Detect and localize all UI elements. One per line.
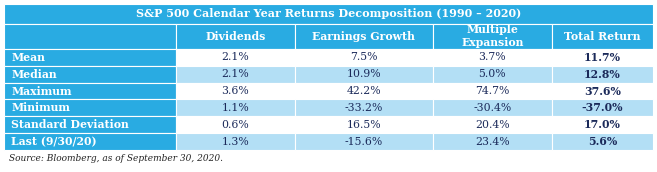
Bar <box>4 116 176 133</box>
Bar <box>552 83 653 99</box>
Text: Earnings Growth: Earnings Growth <box>313 31 415 42</box>
Bar <box>552 24 653 49</box>
Bar <box>176 133 295 150</box>
Bar <box>433 24 552 49</box>
Text: 2.1%: 2.1% <box>221 52 249 62</box>
Bar <box>4 83 176 99</box>
Text: 23.4%: 23.4% <box>475 137 510 147</box>
Bar <box>433 66 552 83</box>
Bar <box>552 133 653 150</box>
Text: 74.7%: 74.7% <box>475 86 510 96</box>
Text: -33.2%: -33.2% <box>345 103 383 113</box>
Bar <box>295 133 433 150</box>
Bar <box>176 24 295 49</box>
Text: Standard Deviation: Standard Deviation <box>11 119 129 130</box>
Bar <box>176 99 295 116</box>
Text: Multiple
Expansion: Multiple Expansion <box>461 24 524 48</box>
Bar <box>176 49 295 66</box>
Bar <box>552 116 653 133</box>
Text: 10.9%: 10.9% <box>346 69 381 79</box>
Text: Total Return: Total Return <box>564 31 641 42</box>
Bar <box>4 99 176 116</box>
Text: Source: Bloomberg, as of September 30, 2020.: Source: Bloomberg, as of September 30, 2… <box>9 154 223 163</box>
Text: 42.2%: 42.2% <box>346 86 381 96</box>
Text: 7.5%: 7.5% <box>350 52 378 62</box>
Bar <box>4 66 176 83</box>
Bar <box>433 99 552 116</box>
Bar <box>4 49 176 66</box>
Bar <box>4 133 176 150</box>
Bar <box>295 116 433 133</box>
Text: Mean: Mean <box>11 52 45 63</box>
Text: -15.6%: -15.6% <box>345 137 383 147</box>
Text: 12.8%: 12.8% <box>584 69 621 80</box>
Text: S&P 500 Calendar Year Returns Decomposition (1990 – 2020): S&P 500 Calendar Year Returns Decomposit… <box>136 8 521 19</box>
Text: 1.3%: 1.3% <box>221 137 249 147</box>
Text: Last (9/30/20): Last (9/30/20) <box>11 136 97 147</box>
Bar <box>295 24 433 49</box>
Text: Maximum: Maximum <box>11 86 72 97</box>
Text: Dividends: Dividends <box>205 31 265 42</box>
Text: 2.1%: 2.1% <box>221 69 249 79</box>
Bar <box>552 49 653 66</box>
Bar <box>4 24 176 49</box>
Bar <box>176 66 295 83</box>
Bar <box>433 116 552 133</box>
Text: 5.0%: 5.0% <box>478 69 506 79</box>
Bar <box>4 4 653 24</box>
Text: Median: Median <box>11 69 57 80</box>
Text: 3.7%: 3.7% <box>478 52 506 62</box>
Bar <box>433 49 552 66</box>
Text: 5.6%: 5.6% <box>588 136 617 147</box>
Bar <box>295 66 433 83</box>
Text: 1.1%: 1.1% <box>221 103 249 113</box>
Text: -37.0%: -37.0% <box>581 102 623 113</box>
Text: 17.0%: 17.0% <box>584 119 621 130</box>
Bar <box>295 49 433 66</box>
Bar <box>552 66 653 83</box>
Text: 3.6%: 3.6% <box>221 86 249 96</box>
Bar <box>176 116 295 133</box>
Text: 11.7%: 11.7% <box>584 52 621 63</box>
Bar <box>433 83 552 99</box>
Bar <box>176 83 295 99</box>
Text: 20.4%: 20.4% <box>475 120 510 130</box>
Bar <box>433 133 552 150</box>
Text: 0.6%: 0.6% <box>221 120 249 130</box>
Text: -30.4%: -30.4% <box>473 103 512 113</box>
Text: 37.6%: 37.6% <box>584 86 621 97</box>
Bar <box>295 99 433 116</box>
Text: Minimum: Minimum <box>11 102 70 113</box>
Bar <box>552 99 653 116</box>
Text: 16.5%: 16.5% <box>346 120 381 130</box>
Bar <box>295 83 433 99</box>
